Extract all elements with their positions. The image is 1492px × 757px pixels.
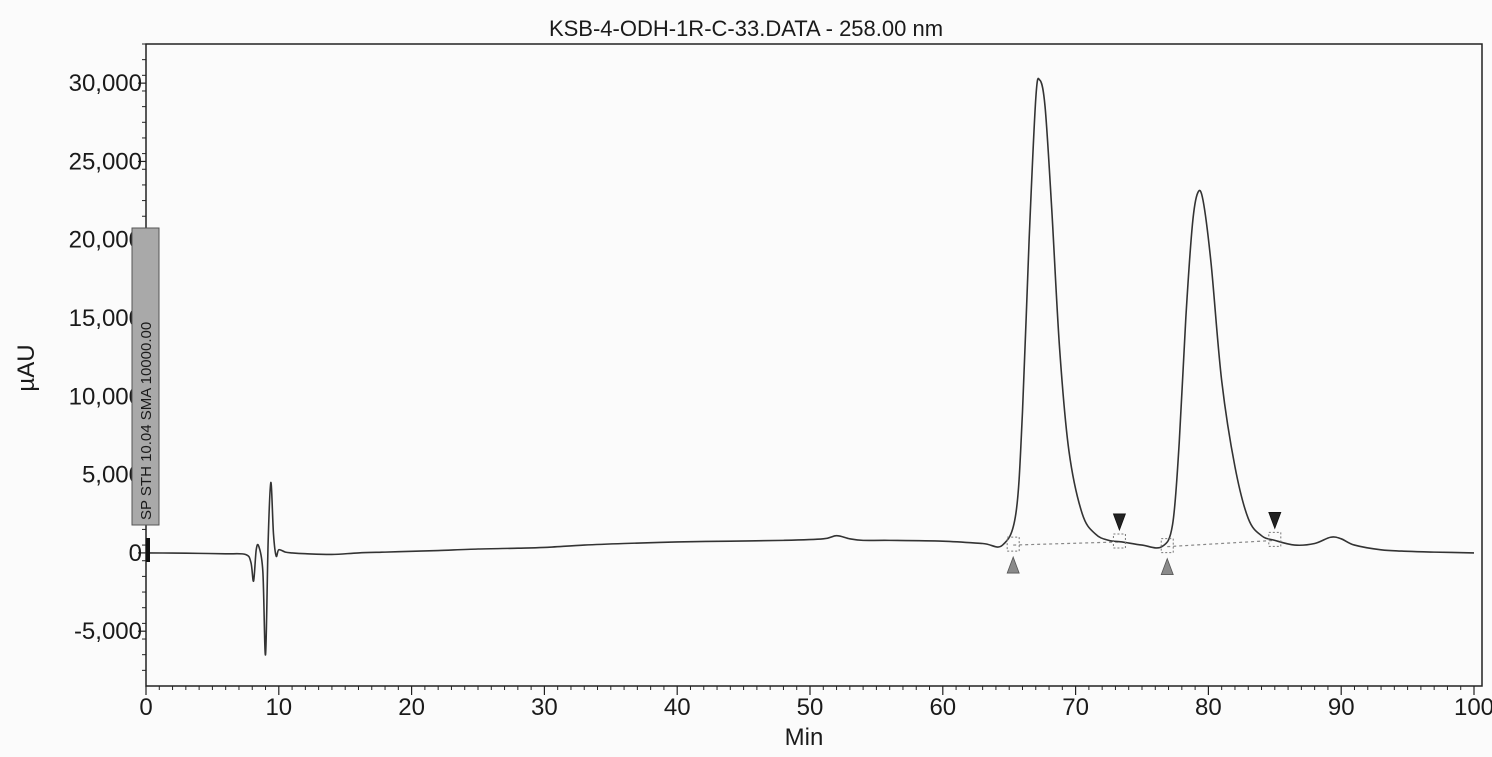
peak-end-box	[1112, 533, 1126, 549]
y-tick-label: 10,000	[69, 383, 142, 410]
x-tick-label: 60	[929, 694, 956, 721]
y-tick-label: 0	[129, 540, 142, 567]
event-label-background	[131, 227, 160, 526]
x-axis-label: Min	[785, 724, 824, 751]
peak-start-marker	[1160, 557, 1174, 576]
x-tick-label: 40	[664, 694, 691, 721]
chromatogram-trace	[145, 77, 1475, 656]
y-tick-label: 25,000	[69, 148, 142, 175]
event-label: SP STH 10.04 SMA 10000.00	[138, 322, 155, 520]
zero-marker	[146, 538, 150, 562]
peak-end-box	[1268, 531, 1282, 547]
x-tick-label: 80	[1195, 694, 1222, 721]
x-tick-label: 90	[1328, 694, 1355, 721]
y-tick-label: 30,000	[69, 70, 142, 97]
y-axis-label: µAU	[13, 344, 40, 391]
event-label-box: SP STH 10.04 SMA 10000.00	[131, 227, 160, 526]
integration-baseline	[1013, 541, 1120, 546]
x-tick-label: 50	[797, 694, 824, 721]
y-tick-label: 15,000	[69, 305, 142, 332]
plot-frame	[145, 43, 1483, 687]
y-axis: -5,00005,00010,00015,00020,00025,00030,0…	[69, 43, 146, 671]
peak-start-marker	[1006, 555, 1020, 574]
peak-end-marker	[1112, 513, 1127, 532]
integration-baseline	[1167, 539, 1275, 548]
x-tick-label: 10	[265, 694, 292, 721]
peak-start-box	[1160, 538, 1174, 554]
y-tick-label: 20,000	[69, 227, 142, 254]
x-tick-label: 20	[398, 694, 425, 721]
x-tick-label: 30	[531, 694, 558, 721]
x-tick-label: 70	[1062, 694, 1089, 721]
peak-end-marker	[1268, 511, 1282, 530]
x-tick-label: 100	[1454, 694, 1492, 721]
x-tick-label: 0	[139, 694, 152, 721]
x-axis: 0 10 20 30 40 50 60 70 80 90 100	[139, 686, 1492, 721]
chart-title: KSB-4-ODH-1R-C-33.DATA - 258.00 nm	[549, 16, 943, 41]
peak-start-box	[1006, 536, 1020, 552]
peak-markers	[1006, 511, 1282, 576]
y-tick-label: -5,000	[74, 618, 142, 645]
